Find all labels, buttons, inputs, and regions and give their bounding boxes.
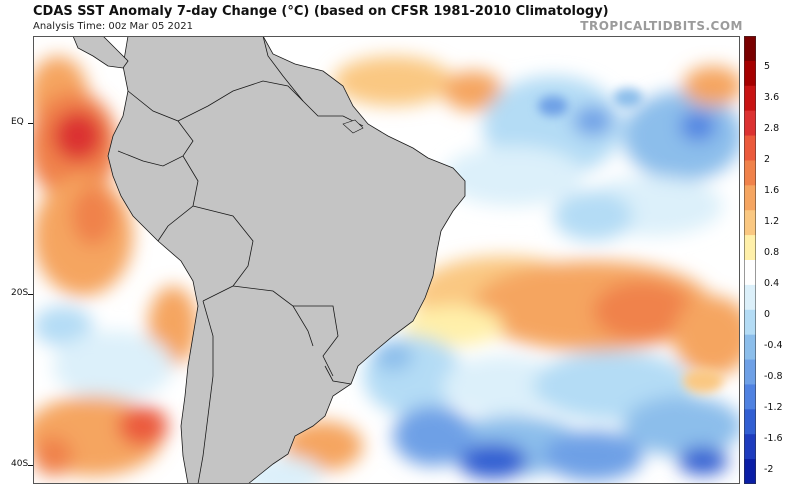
colorbar-label: 0.8: [764, 247, 780, 258]
colorbar-label: 3.6: [764, 92, 780, 103]
colorbar-swatch: [744, 309, 756, 336]
colorbar-label: -0.8: [764, 371, 783, 382]
chart-title: CDAS SST Anomaly 7-day Change (°C) (base…: [33, 4, 609, 19]
colorbar-swatch: [744, 434, 756, 460]
marajo-island: [342, 119, 364, 134]
colorbar-label: 2.8: [764, 123, 780, 134]
lat-tick: [28, 465, 33, 466]
colorbar-label: -0.4: [764, 340, 783, 351]
south-america-landmass: [107, 36, 466, 484]
colorbar-swatch: [744, 210, 756, 236]
analysis-time: Analysis Time: 00z Mar 05 2021: [33, 21, 193, 32]
brand-watermark[interactable]: TROPICALTIDBITS.COM: [580, 19, 743, 33]
colorbar-label: 2: [764, 154, 771, 165]
colorbar-swatch: [744, 160, 756, 186]
sst-anomaly-map[interactable]: [33, 36, 740, 484]
colorbar-swatch: [744, 85, 756, 112]
colorbar-label: 0: [764, 309, 771, 320]
anomaly-detail: [538, 88, 723, 393]
colorbar-swatch: [744, 185, 756, 211]
colorbar-swatch: [744, 409, 756, 435]
colorbar-label: -1.6: [764, 433, 783, 444]
colorbar-swatch: [744, 135, 756, 161]
lat-tick: [28, 123, 33, 124]
colorbar-label: 5: [764, 61, 771, 72]
colorbar-label: 1.6: [764, 185, 780, 196]
colorbar-label: -1.2: [764, 402, 783, 413]
colorbar-swatch: [744, 359, 756, 385]
colorbar-swatch: [744, 459, 756, 484]
colorbar-swatch: [744, 235, 756, 261]
colorbar-swatch: [744, 284, 756, 311]
lat-label-20s: 20S: [11, 288, 29, 298]
colorbar: [744, 36, 756, 484]
central-america-landmass: [72, 36, 129, 69]
country-borders: [117, 36, 364, 484]
colorbar-label: 0.4: [764, 278, 780, 289]
lat-label-eq: EQ: [11, 117, 24, 127]
colorbar-swatch: [744, 384, 756, 410]
colorbar-swatch: [744, 334, 756, 361]
lat-tick: [28, 294, 33, 295]
colorbar-label: -2: [764, 464, 774, 475]
colorbar-label: 1.2: [764, 216, 780, 227]
colorbar-swatch: [744, 60, 756, 87]
colorbar-swatch: [744, 36, 756, 62]
colorbar-swatch: [744, 260, 756, 286]
anomaly-field: [33, 56, 740, 484]
lat-label-40s: 40S: [11, 459, 29, 469]
colorbar-swatch: [744, 110, 756, 137]
